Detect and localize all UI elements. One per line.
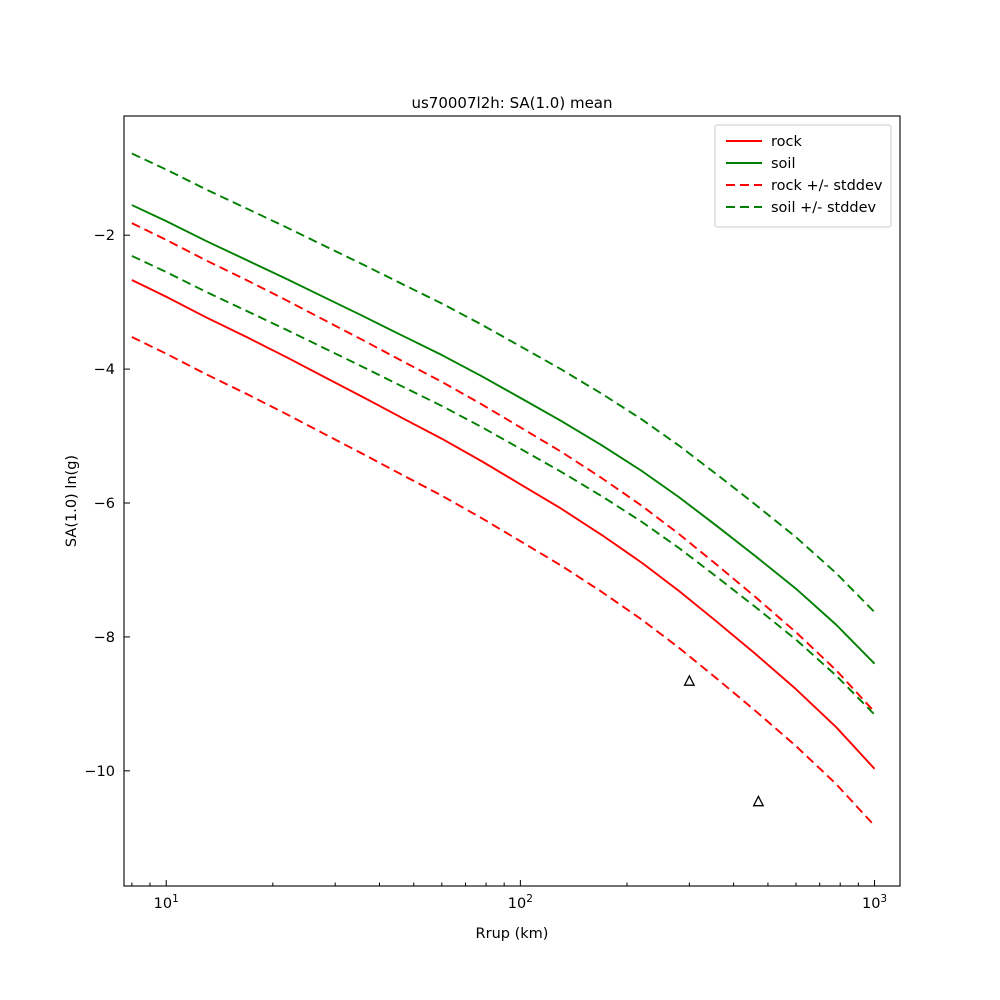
y-tick-label: −4: [94, 362, 115, 378]
curve-rock: [131, 279, 876, 770]
y-axis-ticks: −2 −4 −6 −8 −10: [84, 228, 130, 780]
legend-label-0[interactable]: rock: [771, 134, 802, 150]
x-tick-label: 101: [154, 893, 179, 912]
y-tick-label: −8: [94, 630, 115, 646]
curve-rock-stddev: [131, 222, 876, 713]
chart-legend[interactable]: rock soil rock +/- stddev soil +/- stddev: [714, 124, 892, 228]
triangle-marker-icon: [683, 674, 696, 686]
triangle-marker-icon: [752, 795, 765, 807]
curve-soil-stddev: [131, 255, 876, 716]
legend-background: [714, 124, 892, 228]
chart-title: us70007l2h: SA(1.0) mean: [411, 94, 612, 112]
curve-soil: [131, 204, 876, 665]
legend-label-3[interactable]: soil +/- stddev: [771, 200, 877, 216]
x-tick-label: 103: [862, 893, 887, 912]
y-tick-label: −10: [84, 764, 115, 780]
plot-frame: [123, 115, 901, 887]
y-axis-label: SA(1.0) ln(g): [64, 455, 80, 547]
legend-label-1[interactable]: soil: [771, 156, 795, 172]
data-series-group: [131, 152, 876, 827]
y-tick-label: −2: [94, 228, 115, 244]
observation-markers-group: [683, 674, 765, 807]
curve-soil-stddev: [131, 152, 876, 613]
x-axis-label: Rrup (km): [476, 926, 549, 942]
x-tick-label: 102: [508, 893, 533, 912]
x-axis-ticks: 101 102 103: [131, 880, 887, 912]
legend-label-2[interactable]: rock +/- stddev: [771, 178, 883, 194]
y-tick-label: −6: [94, 496, 115, 512]
curve-rock-stddev: [131, 336, 876, 827]
